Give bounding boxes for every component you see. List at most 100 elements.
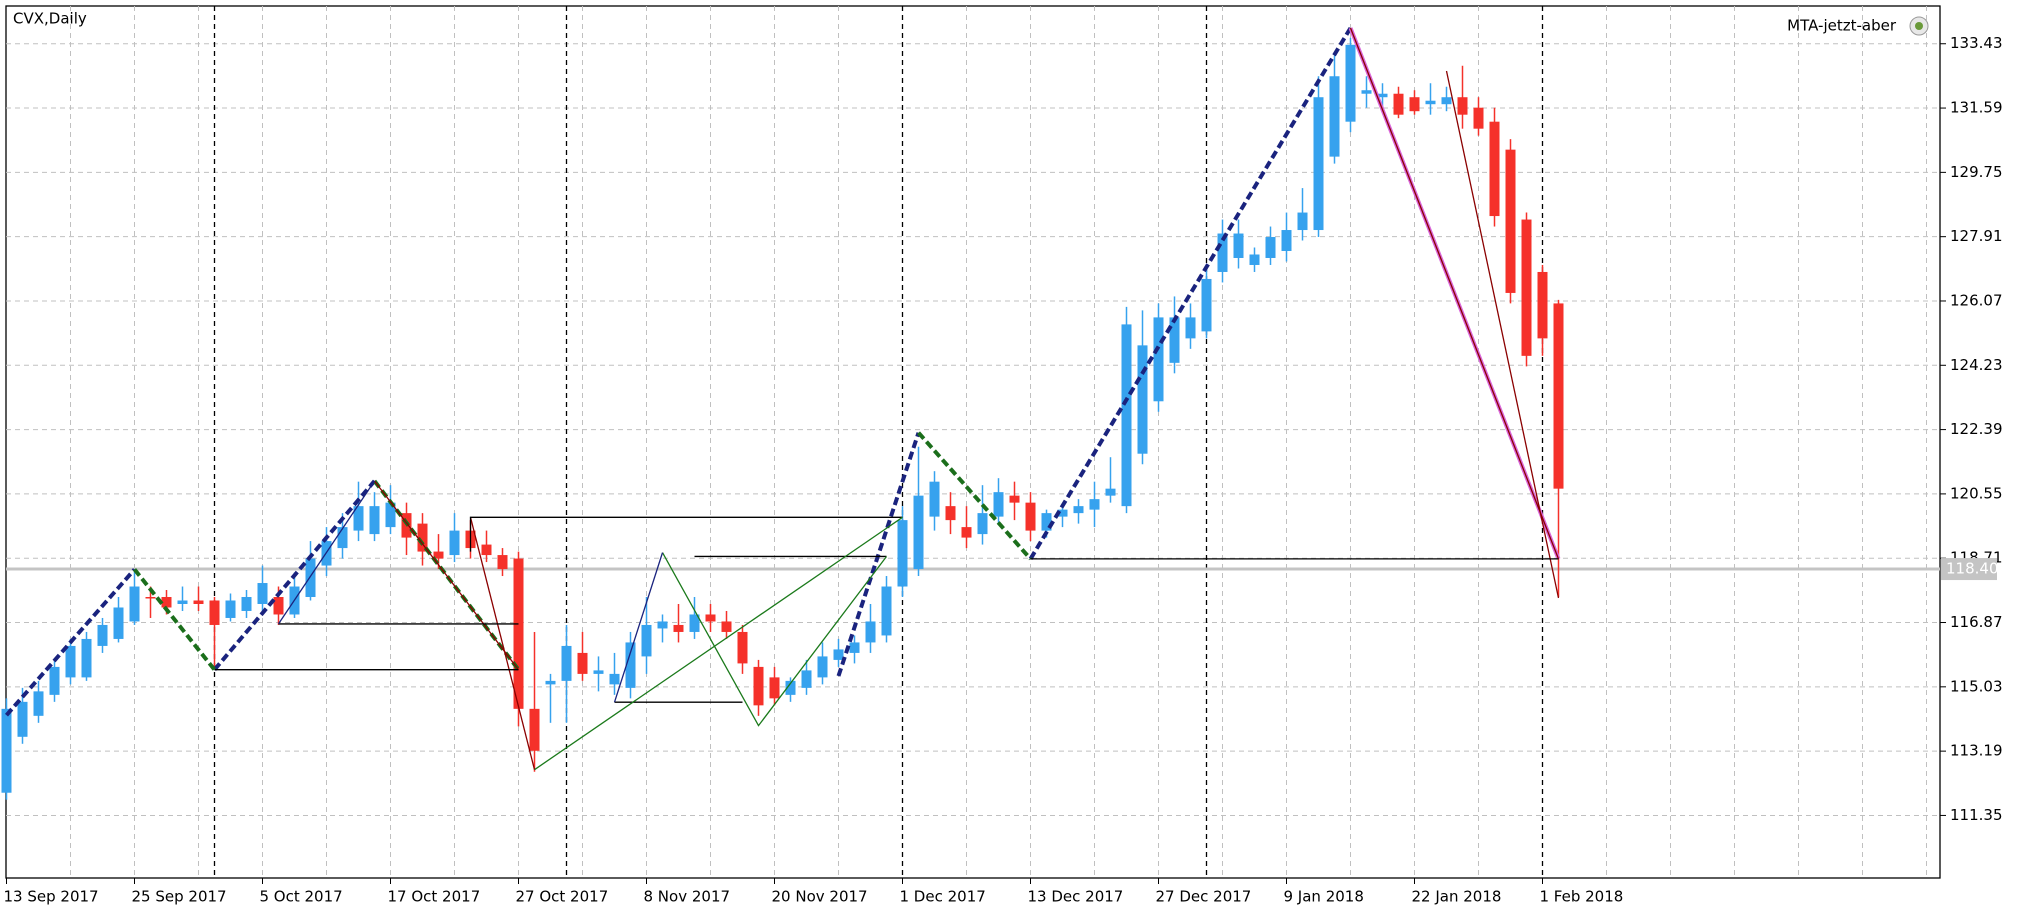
candle-body bbox=[1425, 100, 1436, 105]
y-tick-label: 127.91 bbox=[1950, 227, 2003, 245]
candle-body bbox=[1457, 97, 1468, 115]
candle-body bbox=[513, 558, 524, 709]
candle-body bbox=[177, 600, 188, 604]
candle-body bbox=[609, 673, 620, 685]
candle-body bbox=[257, 583, 268, 604]
x-tick-label: 5 Oct 2017 bbox=[260, 888, 343, 906]
grid bbox=[6, 6, 1940, 878]
candle-body bbox=[1073, 506, 1084, 514]
y-tick-label: 131.59 bbox=[1950, 99, 2003, 117]
candle-body bbox=[977, 513, 988, 535]
indicator-line bbox=[132, 568, 217, 671]
candle-body bbox=[337, 527, 348, 549]
y-tick-label: 115.03 bbox=[1950, 677, 2003, 695]
x-tick-label: 9 Jan 2018 bbox=[1284, 888, 1364, 906]
x-tick-label: 22 Jan 2018 bbox=[1412, 888, 1502, 906]
candle-body bbox=[641, 624, 652, 657]
candle-body bbox=[305, 558, 316, 598]
candle-body bbox=[1553, 303, 1564, 489]
candle-body bbox=[865, 621, 876, 643]
candle-body bbox=[785, 680, 796, 695]
y-tick-label: 116.87 bbox=[1950, 613, 2003, 631]
candle-body bbox=[1473, 107, 1484, 129]
candle-body bbox=[225, 600, 236, 618]
candle-body bbox=[1025, 502, 1036, 531]
candle-body bbox=[577, 652, 588, 674]
x-tick-label: 13 Dec 2017 bbox=[1028, 888, 1124, 906]
candle-body bbox=[433, 551, 444, 559]
y-tick-label: 122.39 bbox=[1950, 420, 2003, 438]
candle-body bbox=[961, 527, 972, 538]
indicator-line bbox=[836, 432, 921, 677]
candle-body bbox=[897, 520, 908, 587]
candle-body bbox=[705, 614, 716, 622]
candle-body bbox=[1169, 317, 1180, 363]
candle-body bbox=[1489, 121, 1500, 217]
candle-body bbox=[161, 597, 172, 608]
candle-body bbox=[1153, 317, 1164, 402]
y-tick-label: 129.75 bbox=[1950, 163, 2003, 181]
candle-body bbox=[993, 492, 1004, 517]
candle-body bbox=[881, 586, 892, 636]
candle-body bbox=[1185, 317, 1196, 339]
x-tick-label: 27 Dec 2017 bbox=[1156, 888, 1252, 906]
y-tick-label: 120.55 bbox=[1950, 484, 2003, 502]
candle-body bbox=[353, 506, 364, 531]
candle-body bbox=[1377, 93, 1388, 98]
indicator-line bbox=[469, 516, 903, 552]
candle-body bbox=[449, 530, 460, 556]
candle-body bbox=[1009, 495, 1020, 503]
candle-body bbox=[1249, 254, 1260, 265]
candle-body bbox=[33, 691, 44, 716]
candle-body bbox=[417, 523, 428, 552]
candle-body bbox=[1297, 212, 1308, 231]
x-tick-label: 17 Oct 2017 bbox=[388, 888, 481, 906]
indicator-name: MTA-jetzt-aber bbox=[1787, 17, 1897, 35]
candle-body bbox=[1201, 278, 1212, 332]
candle-body bbox=[689, 614, 700, 632]
indicator-line bbox=[212, 479, 377, 671]
candle-body bbox=[1537, 271, 1548, 339]
candle-body bbox=[529, 708, 540, 751]
candle-body bbox=[209, 600, 220, 625]
candle-body bbox=[1361, 90, 1372, 94]
x-tick-label: 25 Sep 2017 bbox=[132, 888, 227, 906]
candle-body bbox=[801, 670, 812, 688]
y-tick-label: 133.43 bbox=[1950, 34, 2003, 52]
candle-body bbox=[913, 495, 924, 570]
candle-body bbox=[1105, 488, 1116, 496]
candle-body bbox=[241, 597, 252, 611]
candle-body bbox=[929, 481, 940, 517]
candle-body bbox=[369, 506, 380, 535]
indicator-line bbox=[4, 568, 137, 717]
candle-body bbox=[385, 502, 396, 528]
indicator-line bbox=[1445, 70, 1560, 599]
candle-body bbox=[1089, 499, 1100, 510]
candle-body bbox=[273, 597, 284, 615]
candle-body bbox=[625, 642, 636, 688]
x-tick-label: 1 Feb 2018 bbox=[1540, 888, 1624, 906]
candle-body bbox=[1313, 97, 1324, 231]
x-tick-label: 27 Oct 2017 bbox=[516, 888, 609, 906]
indicator-line bbox=[613, 552, 664, 703]
candle-body bbox=[17, 701, 28, 737]
candle-body bbox=[721, 621, 732, 632]
x-tick-label: 13 Sep 2017 bbox=[4, 888, 99, 906]
indicator-line bbox=[1028, 26, 1353, 560]
candle-body bbox=[497, 555, 508, 570]
candle-body bbox=[1265, 237, 1276, 258]
candle-body bbox=[945, 506, 956, 521]
y-tick-label: 113.19 bbox=[1950, 742, 2003, 760]
y-tick-label: 126.07 bbox=[1950, 291, 2003, 309]
indicator-line bbox=[917, 431, 1032, 561]
current-price-box bbox=[1941, 558, 1997, 581]
axes: 111.35113.19115.03116.87118.71120.55122.… bbox=[4, 34, 2003, 905]
indicator-icon bbox=[1909, 16, 1929, 36]
candle-body bbox=[481, 544, 492, 556]
candle-body bbox=[673, 624, 684, 632]
candle-body bbox=[1409, 97, 1420, 112]
chart-title: CVX,Daily bbox=[13, 10, 87, 28]
candle-body bbox=[737, 631, 748, 664]
candle-body bbox=[113, 607, 124, 639]
